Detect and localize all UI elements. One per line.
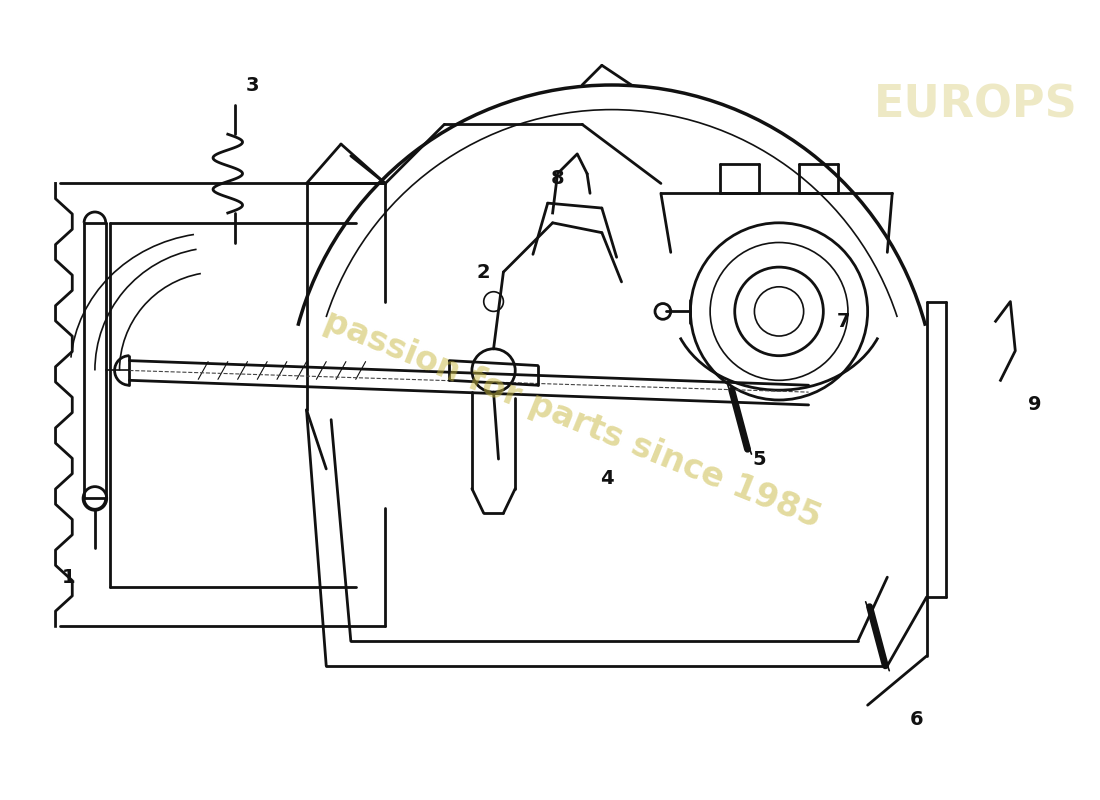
Text: 6: 6: [910, 710, 924, 730]
Text: 1: 1: [62, 568, 75, 586]
Text: 4: 4: [600, 470, 614, 488]
Text: 8: 8: [551, 169, 564, 188]
Text: 2: 2: [477, 262, 491, 282]
Text: 5: 5: [752, 450, 767, 469]
Text: 3: 3: [245, 75, 260, 94]
Text: 7: 7: [836, 312, 850, 330]
Text: EUROPS: EUROPS: [874, 83, 1078, 126]
Text: passion for parts since 1985: passion for parts since 1985: [319, 305, 826, 535]
Text: 9: 9: [1028, 395, 1042, 414]
